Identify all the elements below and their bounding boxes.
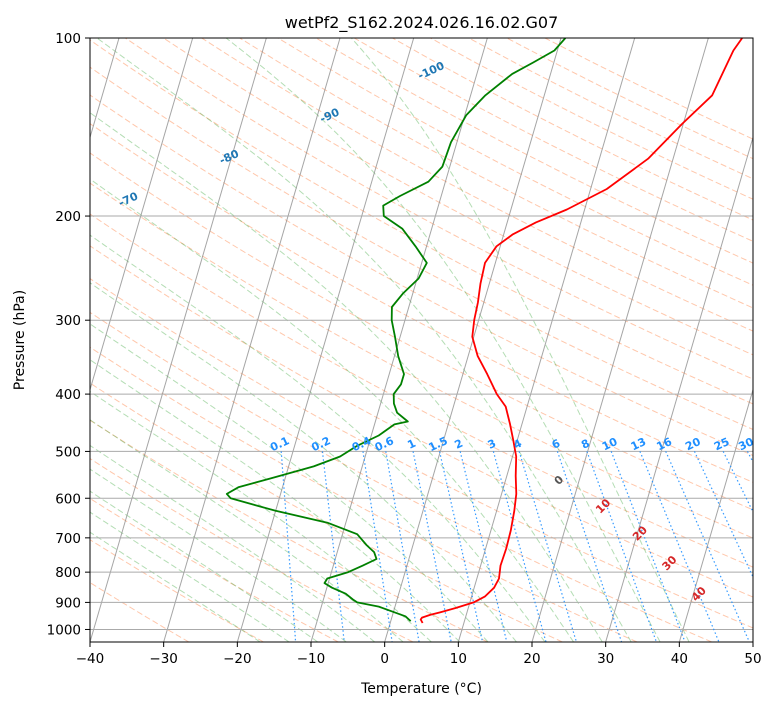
- dry-adiabat: [90, 123, 753, 483]
- y-tick-label: 700: [55, 531, 81, 547]
- isotherm: [236, 38, 415, 642]
- x-tick-label: 20: [523, 651, 540, 667]
- mixing-ratio-label: 16: [655, 435, 675, 453]
- moist-adiabat: [90, 234, 546, 642]
- dry-adiabat: [125, 38, 753, 380]
- y-tick-label: 800: [55, 565, 81, 581]
- mixing-ratio-line: [556, 451, 623, 642]
- mixing-ratio-line: [362, 451, 393, 642]
- dry-adiabat: [90, 346, 638, 642]
- mixing-ratio-line: [722, 451, 753, 514]
- moist-adiabat: [90, 490, 319, 642]
- dry-adiabat: [90, 311, 712, 642]
- isotherm: [310, 38, 488, 642]
- x-tick-label: 30: [597, 651, 614, 667]
- x-axis: −40 −30 −20 −10 0 10 20 30 40 50: [76, 642, 762, 667]
- dry-adiabat: [90, 213, 753, 568]
- mixing-ratio-line: [518, 451, 577, 642]
- moist-adiabat: [90, 178, 575, 642]
- mixing-ratio-line: [459, 451, 508, 642]
- sounding-lines: [225, 38, 743, 624]
- isotherm: [457, 38, 636, 642]
- y-axis-label: Pressure (hPa): [12, 290, 28, 390]
- y-tick-label: 500: [55, 444, 81, 460]
- moist-adiabat: [90, 359, 461, 642]
- y-tick-label: 200: [55, 209, 81, 225]
- moist-adiabat: [90, 112, 603, 642]
- x-tick-label: 40: [671, 651, 688, 667]
- x-tick-label: −40: [76, 651, 105, 667]
- dry-adiabat: [90, 152, 753, 511]
- dry-adiabat: [90, 539, 264, 642]
- y-tick-label: 600: [55, 491, 81, 507]
- mixing-ratio-label: 20: [683, 435, 703, 453]
- y-tick-label: 1000: [47, 622, 81, 638]
- y-tick-label: 400: [55, 387, 81, 403]
- x-tick-label: 50: [744, 651, 761, 667]
- x-axis-label: Temperature (°C): [360, 681, 482, 697]
- dry-adiabat: [90, 382, 563, 642]
- chart-title: wetPf2_S162.2024.026.16.02.G07: [285, 13, 559, 33]
- isotherm: [163, 38, 341, 642]
- isotherm: [678, 387, 753, 642]
- mixing-ratio-line: [492, 451, 547, 642]
- y-tick-label: 900: [55, 595, 81, 611]
- dry-adiabat: [90, 582, 190, 642]
- background-lines: [90, 38, 753, 642]
- moist-adiabat: [90, 323, 489, 642]
- dry-adiabat: [90, 182, 753, 539]
- moist-adiabat: [351, 38, 690, 642]
- mixing-ratio-label: 13: [629, 435, 648, 453]
- x-tick-label: −30: [149, 651, 178, 667]
- mixing-ratio-line: [439, 451, 484, 642]
- moist-adiabat: [225, 38, 661, 642]
- moist-adiabat: [90, 511, 290, 642]
- x-tick-label: −10: [297, 651, 326, 667]
- dry-adiabat: [90, 419, 488, 642]
- dry-adiabat: [90, 66, 753, 430]
- dry-adiabat: [90, 245, 753, 598]
- dry-adiabat: [90, 94, 753, 457]
- moist-adiabat: [90, 531, 261, 642]
- plot-frame: [89, 37, 754, 643]
- mixing-ratio-label: 25: [712, 435, 731, 453]
- isotherm: [531, 38, 709, 642]
- y-tick-label: 100: [55, 31, 81, 47]
- x-tick-label: 0: [380, 651, 389, 667]
- moist-adiabat: [90, 444, 376, 642]
- dry-adiabat: [90, 278, 753, 629]
- mixing-ratio-line: [639, 451, 720, 642]
- x-tick-label: 10: [450, 651, 467, 667]
- moist-adiabat: [90, 282, 517, 642]
- mixing-ratio-label: 30: [736, 435, 756, 453]
- y-tick-label: 300: [55, 313, 81, 329]
- dry-adiabat: [277, 38, 753, 286]
- mixing-ratio-line: [693, 451, 753, 579]
- x-tick-label: −20: [223, 651, 252, 667]
- mixing-ratio-line: [610, 451, 686, 642]
- mixing-ratio-label: 10: [600, 435, 620, 453]
- y-axis: 100 200 300 400 500 600 700 800 900 1000: [47, 31, 90, 638]
- mixing-ratio-line: [412, 451, 452, 642]
- dewpoint-profile-line: [225, 38, 567, 622]
- isotherm: [90, 38, 267, 642]
- temperature-profile-line: [419, 38, 743, 624]
- isotherm: [90, 38, 194, 392]
- dry-adiabat: [201, 38, 753, 332]
- mixing-ratio-line: [321, 451, 345, 642]
- mixing-ratio-line: [280, 451, 297, 642]
